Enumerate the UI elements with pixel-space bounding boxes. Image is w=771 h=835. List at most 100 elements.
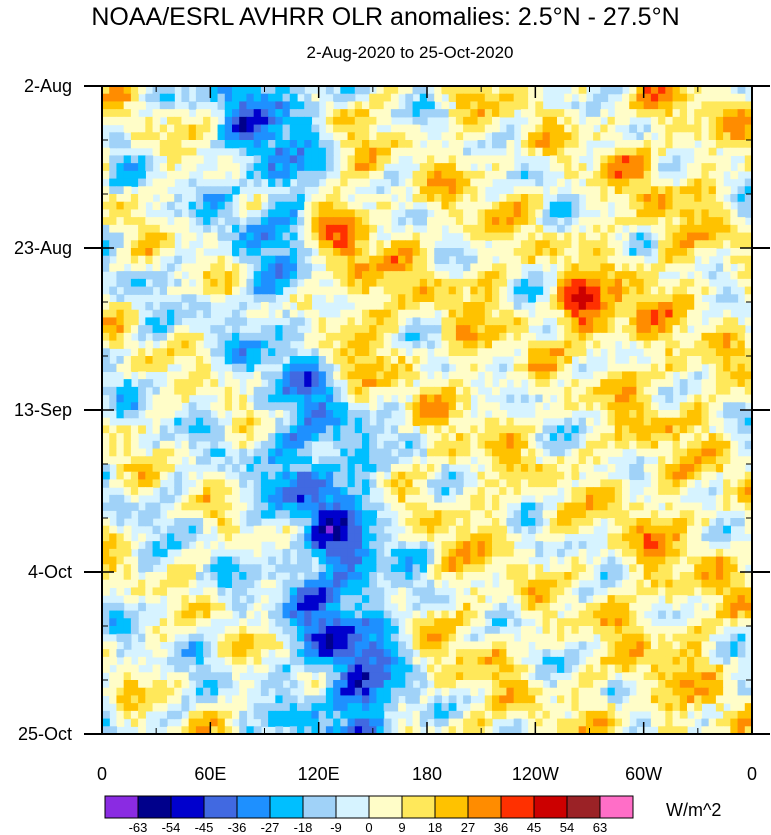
field-cell — [253, 433, 262, 442]
field-cell — [203, 255, 211, 265]
field-cell — [217, 155, 226, 164]
field-cell — [383, 170, 392, 180]
field-cell — [737, 379, 746, 388]
field-cell — [333, 224, 341, 234]
field-cell — [571, 294, 580, 303]
field-cell — [744, 286, 752, 295]
field-cell — [325, 286, 334, 295]
field-cell — [643, 533, 652, 542]
field-cell — [116, 163, 125, 172]
field-cell — [571, 109, 580, 118]
field-cell — [463, 541, 471, 550]
field-cell — [275, 440, 284, 450]
field-cell — [658, 425, 666, 434]
field-cell — [470, 101, 479, 110]
field-cell — [246, 610, 255, 619]
field-cell — [614, 116, 623, 126]
field-cell — [203, 217, 211, 226]
field-cell — [203, 595, 211, 604]
field-cell — [398, 348, 406, 357]
field-cell — [665, 194, 674, 203]
field-cell — [217, 410, 226, 419]
field-cell — [679, 433, 688, 442]
field-cell — [650, 194, 659, 203]
field-cell — [636, 178, 645, 187]
field-cell — [347, 209, 356, 218]
field-cell — [282, 325, 291, 334]
field-cell — [578, 386, 587, 396]
field-cell — [434, 86, 443, 95]
field-cell — [152, 417, 161, 427]
field-cell — [297, 464, 305, 473]
field-cell — [484, 494, 493, 504]
field-cell — [325, 610, 334, 619]
field-cell — [224, 487, 233, 496]
field-cell — [492, 93, 500, 103]
field-cell — [333, 356, 341, 365]
field-cell — [282, 564, 291, 573]
field-cell — [159, 109, 168, 118]
field-cell — [455, 278, 464, 288]
field-cell — [658, 186, 666, 195]
field-cell — [448, 410, 457, 419]
field-cell — [102, 533, 110, 542]
field-cell — [535, 255, 544, 265]
field-cell — [477, 348, 486, 357]
field-cell — [463, 194, 471, 203]
field-cell — [744, 394, 752, 403]
field-cell — [181, 533, 190, 542]
field-cell — [564, 487, 573, 496]
field-cell — [318, 217, 327, 226]
field-cell — [448, 93, 457, 103]
field-cell — [268, 487, 276, 496]
field-cell — [614, 170, 623, 180]
field-cell — [159, 572, 168, 581]
field-cell — [650, 332, 659, 342]
field-cell — [679, 309, 688, 319]
field-cell — [513, 317, 522, 326]
field-cell — [297, 302, 305, 311]
field-cell — [275, 255, 284, 265]
field-cell — [232, 572, 240, 581]
field-cell — [325, 510, 334, 519]
field-cell — [687, 132, 695, 141]
field-cell — [427, 386, 435, 396]
field-cell — [448, 340, 457, 349]
field-cell — [477, 332, 486, 342]
field-cell — [723, 448, 731, 457]
field-cell — [506, 448, 515, 457]
field-cell — [520, 572, 529, 581]
field-cell — [492, 425, 500, 434]
field-cell — [614, 201, 623, 211]
field-cell — [145, 502, 154, 511]
field-cell — [542, 410, 551, 419]
field-cell — [412, 271, 421, 280]
field-cell — [687, 224, 695, 234]
field-cell — [333, 402, 341, 411]
field-cell — [181, 379, 190, 388]
field-cell — [369, 610, 378, 619]
field-cell — [499, 348, 508, 357]
field-cell — [347, 579, 356, 589]
field-cell — [260, 147, 269, 157]
field-cell — [520, 255, 529, 265]
field-cell — [600, 479, 609, 488]
field-cell — [614, 240, 623, 249]
field-cell — [195, 494, 204, 504]
field-cell — [694, 178, 703, 187]
field-cell — [441, 518, 450, 527]
field-cell — [484, 425, 493, 434]
field-cell — [152, 255, 161, 265]
field-cell — [477, 556, 486, 565]
field-cell — [340, 170, 349, 180]
field-cell — [484, 564, 493, 573]
field-cell — [448, 140, 457, 149]
field-cell — [636, 340, 645, 349]
field-cell — [260, 595, 269, 604]
field-cell — [593, 595, 601, 604]
field-cell — [130, 278, 139, 288]
field-cell — [412, 132, 421, 141]
field-cell — [116, 317, 125, 326]
field-cell — [607, 479, 616, 488]
field-cell — [650, 417, 659, 427]
